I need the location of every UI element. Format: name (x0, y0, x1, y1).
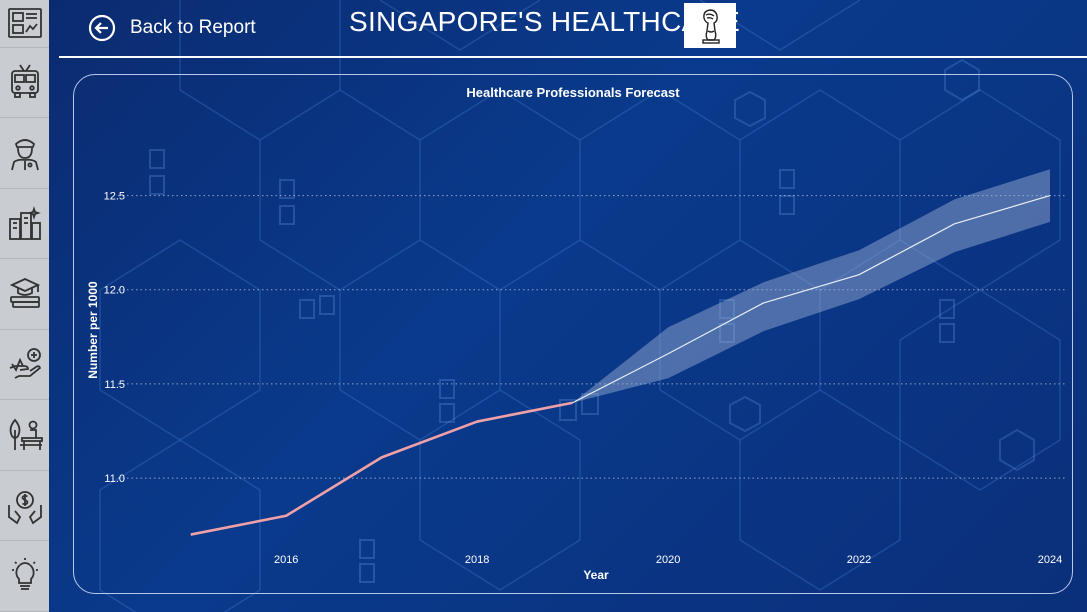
back-to-report-button[interactable]: Back to Report (88, 12, 256, 44)
x-tick-label: 2022 (847, 554, 871, 566)
x-tick-label: 2018 (465, 554, 489, 566)
sidebar-item-dashboard[interactable] (0, 0, 49, 48)
x-tick-label: 2016 (274, 554, 298, 566)
sidebar-item-insights[interactable] (0, 541, 49, 612)
park-bench-icon (9, 418, 43, 451)
y-tick-label: 12.5 (104, 191, 125, 203)
x-tick-label: 2020 (656, 554, 680, 566)
money-hands-icon (7, 490, 42, 525)
graduation-books-icon (9, 278, 40, 308)
page-title: SINGAPORE'S HEALTHCARE (349, 6, 741, 37)
sidebar-item-transport[interactable] (0, 48, 49, 119)
x-axis-title: Year (583, 568, 609, 582)
merlion-icon (702, 8, 720, 44)
dashboard-icon (7, 8, 42, 39)
chart-card (73, 74, 1073, 594)
confidence-band (572, 169, 1050, 403)
police-officer-icon (10, 139, 39, 171)
lightbulb-icon (11, 558, 38, 591)
forecast-chart: Healthcare Professionals Forecast 2016 20… (86, 85, 1065, 582)
y-tick-label: 12.0 (104, 285, 125, 297)
y-axis-title: Number per 1000 (86, 281, 100, 379)
chart-title: Healthcare Professionals Forecast (466, 85, 680, 100)
healthcare-hand-icon (9, 347, 41, 379)
sidebar-item-housing[interactable] (0, 189, 49, 260)
sidebar-item-healthcare[interactable] (0, 330, 49, 401)
y-tick-label: 11.5 (104, 379, 125, 391)
header-divider (59, 56, 1087, 58)
y-tick-label: 11.0 (104, 473, 125, 485)
back-to-report-label: Back to Report (130, 17, 256, 38)
merlion-logo (684, 3, 736, 48)
city-buildings-icon (8, 205, 41, 240)
actual-series-line (190, 401, 573, 536)
sidebar-item-environment[interactable] (0, 400, 49, 471)
x-tick-label: 2024 (1038, 554, 1062, 566)
sidebar-nav (0, 0, 49, 612)
back-arrow-icon (88, 14, 116, 42)
sidebar-item-safety[interactable] (0, 118, 49, 189)
bus-icon (10, 64, 39, 99)
forecast-series-line (572, 194, 1051, 404)
sidebar-item-education[interactable] (0, 259, 49, 330)
sidebar-item-finance[interactable] (0, 471, 49, 542)
